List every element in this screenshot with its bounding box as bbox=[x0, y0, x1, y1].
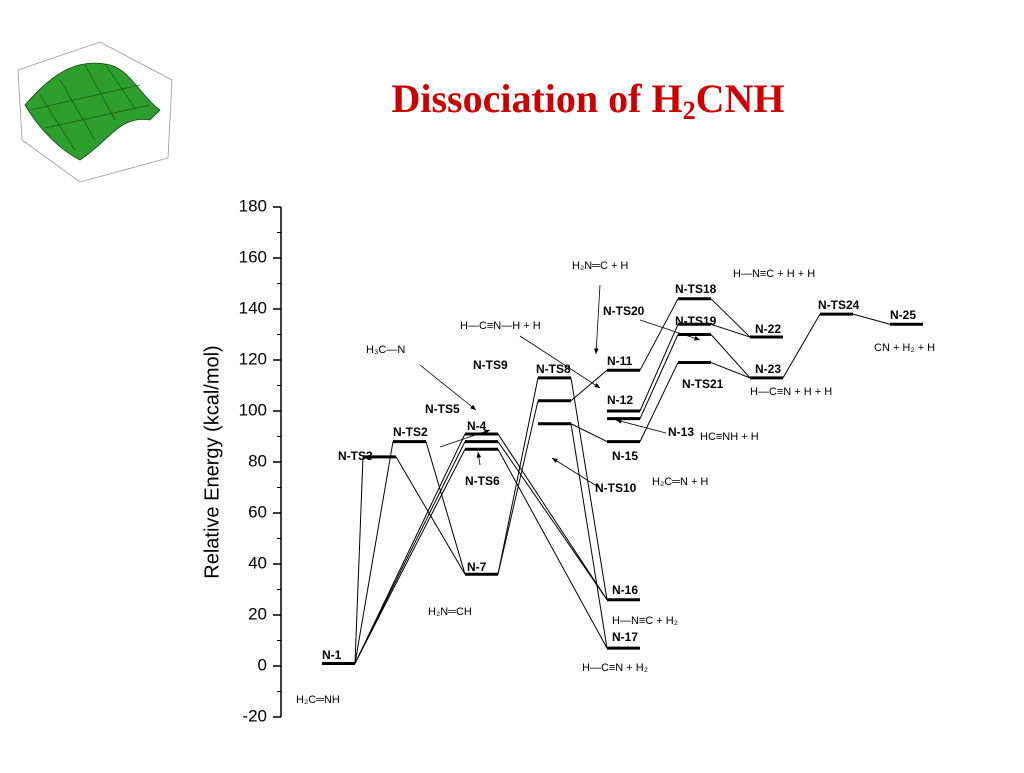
connector bbox=[395, 456, 466, 575]
level-label: N-TS8 bbox=[536, 362, 571, 376]
arrow-head bbox=[594, 383, 600, 388]
connector bbox=[497, 377, 539, 575]
pointer-arrow bbox=[439, 429, 491, 448]
species-annotation: H—C≡N + H + H bbox=[750, 386, 832, 398]
title-text: Dissociation of H bbox=[391, 76, 682, 121]
connector bbox=[354, 456, 364, 664]
y-tick-label: -20 bbox=[242, 706, 267, 725]
connector bbox=[710, 362, 751, 379]
surface-thumbnail bbox=[17, 41, 173, 183]
connector bbox=[570, 369, 608, 402]
pointer-arrow bbox=[519, 335, 601, 389]
species-annotation: H₂C═N + H bbox=[652, 476, 708, 488]
connector bbox=[570, 423, 608, 443]
connector bbox=[570, 423, 608, 649]
species-annotation: H—N≡C + H + H bbox=[733, 268, 815, 280]
species-annotation: H₂C═NH bbox=[296, 694, 340, 706]
connector bbox=[852, 313, 891, 325]
arrow-head bbox=[616, 419, 622, 424]
level-label: N-4 bbox=[467, 419, 487, 433]
connector bbox=[782, 313, 821, 379]
y-tick-label: 0 bbox=[258, 655, 267, 674]
level-label: N-TS21 bbox=[682, 377, 724, 391]
connector bbox=[570, 377, 608, 600]
y-tick-label: 20 bbox=[248, 604, 267, 623]
level-label: N-TS24 bbox=[818, 298, 860, 312]
pointer-arrow bbox=[551, 457, 601, 489]
connector bbox=[354, 449, 466, 664]
level-label: N-12 bbox=[607, 393, 633, 407]
y-tick-label: 100 bbox=[239, 400, 267, 419]
pointer-arrow bbox=[615, 419, 667, 434]
pointer-arrow bbox=[595, 284, 601, 355]
level-label: N-16 bbox=[612, 583, 638, 597]
y-tick-label: 160 bbox=[239, 247, 267, 266]
level-label: N-TS5 bbox=[425, 402, 460, 416]
y-tick-label: 180 bbox=[239, 196, 267, 215]
arrow-head bbox=[470, 404, 476, 410]
level-label: N-17 bbox=[612, 630, 638, 644]
title: Dissociation of H2CNH bbox=[391, 76, 784, 125]
species-annotation: CN + H₂ + H bbox=[874, 342, 935, 354]
connector bbox=[354, 433, 466, 664]
pointer-arrow bbox=[639, 319, 701, 341]
level-label: N-TS9 bbox=[473, 358, 508, 372]
y-tick-label: 80 bbox=[248, 451, 267, 470]
level-label: N-25 bbox=[890, 308, 916, 322]
species-annotation: H₂N═CH bbox=[428, 606, 472, 618]
level-label: N-11 bbox=[607, 354, 633, 368]
level-label: N-15 bbox=[612, 449, 638, 463]
connector bbox=[497, 441, 608, 600]
species-annotation: H—C≡N + H₂ bbox=[582, 662, 648, 674]
species-annotation: H₃C—N bbox=[366, 344, 405, 356]
level-label: N-7 bbox=[467, 560, 487, 574]
arrow-head bbox=[552, 458, 558, 463]
connector bbox=[639, 362, 679, 442]
level-label: N-TS10 bbox=[595, 481, 637, 495]
connector bbox=[639, 324, 679, 412]
connector bbox=[639, 334, 679, 419]
connector bbox=[639, 298, 679, 371]
level-label: N-TS19 bbox=[675, 314, 717, 328]
species-annotation: HC≡NH + H bbox=[700, 431, 759, 443]
level-label: N-23 bbox=[755, 362, 781, 376]
title-rest: CNH bbox=[696, 76, 785, 121]
arrow-head bbox=[476, 452, 482, 458]
pointer-arrow bbox=[419, 364, 477, 411]
species-annotation: H—C≡N—H + H bbox=[460, 320, 541, 332]
connector bbox=[497, 449, 608, 649]
level-label: N-TS20 bbox=[603, 304, 645, 318]
arrow-head bbox=[694, 336, 700, 341]
connector bbox=[710, 298, 751, 338]
connector bbox=[354, 441, 394, 664]
arrow-head bbox=[593, 348, 599, 354]
level-label: N-TS6 bbox=[465, 474, 500, 488]
level-label: N-TS2 bbox=[393, 425, 428, 439]
species-annotation: H₂N═C + H bbox=[572, 260, 628, 272]
y-tick-label: 40 bbox=[248, 553, 267, 572]
y-tick-label: 60 bbox=[248, 502, 267, 521]
title-subscript: 2 bbox=[683, 96, 696, 125]
connector bbox=[354, 441, 466, 664]
level-label: N-22 bbox=[755, 322, 781, 336]
y-tick-label: 120 bbox=[239, 349, 267, 368]
connector bbox=[710, 334, 751, 379]
connector bbox=[425, 441, 466, 575]
level-label: N-13 bbox=[668, 425, 694, 439]
connector bbox=[497, 433, 608, 600]
y-tick-label: 140 bbox=[239, 298, 267, 317]
connector bbox=[497, 400, 539, 575]
connector bbox=[710, 323, 751, 338]
level-label: N-TS3 bbox=[338, 449, 373, 463]
level-label: N-1 bbox=[322, 648, 342, 662]
arrow-head bbox=[484, 429, 490, 434]
level-label: N-TS18 bbox=[675, 282, 717, 296]
species-annotation: H—N≡C + H₂ bbox=[612, 615, 678, 627]
y-axis-label: Relative Energy (kcal/mol) bbox=[201, 345, 223, 578]
